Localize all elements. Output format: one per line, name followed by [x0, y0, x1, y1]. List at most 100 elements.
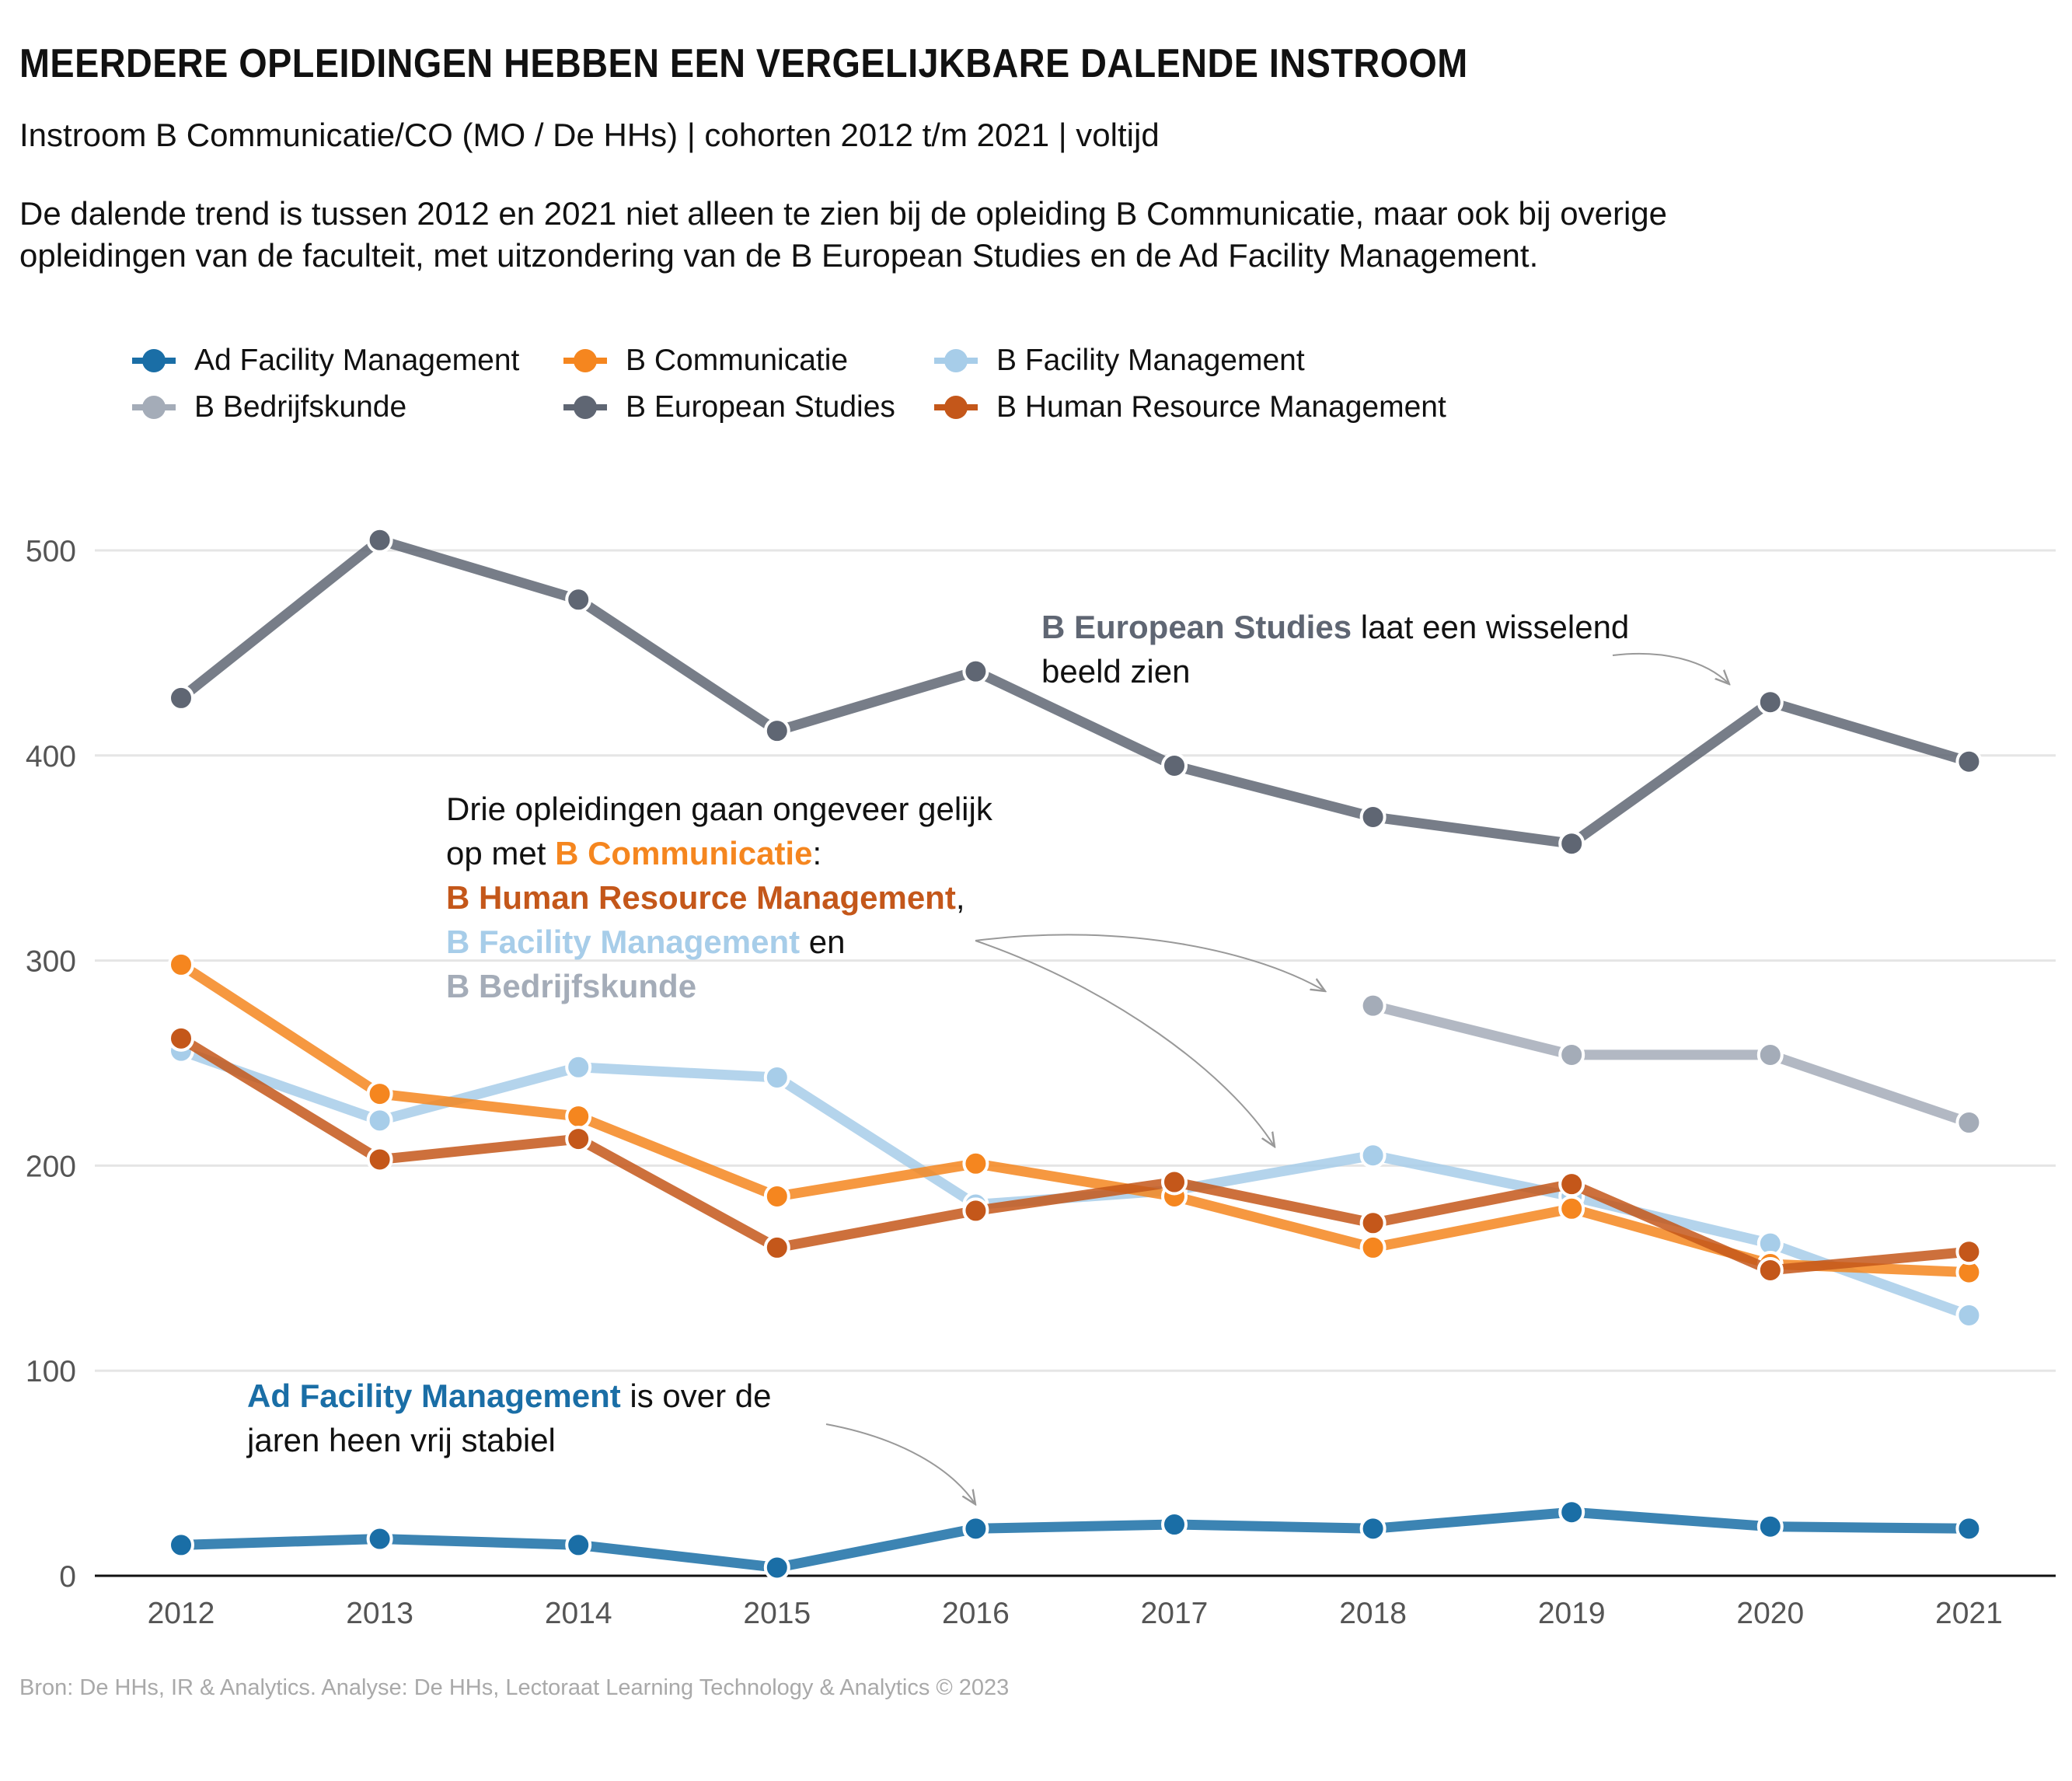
legend-item-b-communicatie[interactable]: B Communicatie [563, 344, 848, 378]
series [168, 526, 1983, 1581]
arrow-european-studies [1612, 652, 1729, 684]
y-tick-label: 500 [26, 535, 76, 568]
annotation-text: laat een wisselend [1352, 609, 1630, 645]
data-point[interactable] [565, 1053, 592, 1081]
data-point[interactable] [1161, 1511, 1188, 1538]
data-point[interactable] [168, 684, 194, 711]
data-point[interactable] [565, 1531, 592, 1559]
legend-label: B Human Resource Management [996, 390, 1446, 424]
data-point[interactable] [168, 1531, 194, 1559]
legend-item-ad-facility-management[interactable]: Ad Facility Management [132, 344, 519, 378]
data-point[interactable] [1955, 1109, 1983, 1137]
data-point[interactable] [1359, 1515, 1387, 1542]
data-point[interactable] [366, 1107, 393, 1134]
x-tick-label: 2015 [743, 1597, 811, 1630]
data-point[interactable] [1756, 1513, 1784, 1540]
annotation-text: jaren heen vrij stabiel [247, 1422, 556, 1458]
data-point[interactable] [1955, 1301, 1983, 1329]
legend-item-b-facility-management[interactable]: B Facility Management [934, 344, 1305, 378]
data-point[interactable] [962, 658, 989, 685]
data-point[interactable] [962, 1515, 989, 1542]
data-point[interactable] [1161, 1168, 1188, 1196]
series-line [176, 535, 1974, 849]
legend-label: B European Studies [626, 390, 895, 424]
data-point[interactable] [1558, 1499, 1585, 1526]
data-point[interactable] [1955, 748, 1983, 775]
data-point[interactable] [565, 586, 592, 613]
x-tick-label: 2019 [1538, 1597, 1606, 1630]
data-point[interactable] [168, 951, 194, 978]
annotation-european-studies: B European Studies laat een wisselend be… [1041, 605, 1629, 693]
chart-title: MEERDERE OPLEIDINGEN HEBBEN EEN VERGELIJ… [19, 41, 1468, 86]
legend-swatch [132, 349, 176, 372]
data-point[interactable] [565, 1126, 592, 1153]
data-point[interactable] [763, 718, 790, 745]
data-point[interactable] [763, 1234, 790, 1261]
x-tick-label: 2013 [346, 1597, 413, 1630]
data-point[interactable] [366, 1525, 393, 1552]
data-point[interactable] [1558, 1195, 1585, 1222]
annotation-bold: Ad Facility Management [247, 1378, 621, 1414]
legend-item-b-bedrijfskunde[interactable]: B Bedrijfskunde [132, 390, 406, 424]
series-b-communicatie [168, 951, 1983, 1286]
legend-swatch [934, 349, 978, 372]
arrow-to-facility-group [975, 940, 1275, 1147]
description-line-1: De dalende trend is tussen 2012 en 2021 … [19, 195, 1667, 232]
annotation-text: op met [446, 835, 556, 871]
series-line [176, 959, 1974, 1278]
legend-swatch [563, 396, 607, 419]
x-tick-label: 2021 [1935, 1597, 2003, 1630]
annotation-arrows [825, 652, 1729, 1504]
legend-label: B Communicatie [626, 344, 849, 377]
data-point[interactable] [763, 1063, 790, 1091]
data-point[interactable] [1359, 992, 1387, 1019]
annotation-text: Drie opleidingen gaan ongeveer gelijk [446, 791, 992, 827]
data-point[interactable] [366, 1081, 393, 1108]
data-point[interactable] [1756, 689, 1784, 716]
annotation-bold: B European Studies [1041, 609, 1352, 645]
data-point[interactable] [1955, 1238, 1983, 1266]
legend-item-b-european-studies[interactable]: B European Studies [563, 390, 895, 424]
legend-item-b-human-resource-management[interactable]: B Human Resource Management [934, 390, 1446, 424]
x-tick-label: 2017 [1141, 1597, 1209, 1630]
legend: Ad Facility Management B Communicatie B … [132, 344, 1531, 445]
data-point[interactable] [1558, 1171, 1585, 1198]
data-point[interactable] [1955, 1515, 1983, 1542]
chart-subtitle: Instroom B Communicatie/CO (MO / De HHs)… [19, 117, 1160, 153]
data-point[interactable] [962, 1197, 989, 1224]
data-point[interactable] [1359, 1210, 1387, 1237]
data-point[interactable] [366, 526, 393, 554]
x-tick-label: 2016 [942, 1597, 1010, 1630]
annotation-text: en [800, 924, 846, 960]
x-tick-label: 2020 [1736, 1597, 1804, 1630]
data-point[interactable] [763, 1554, 790, 1581]
data-point[interactable] [1756, 1256, 1784, 1283]
data-point[interactable] [1359, 803, 1387, 830]
annotation-drie-opleidingen: Drie opleidingen gaan ongeveer gelijk op… [446, 787, 992, 1008]
data-point[interactable] [763, 1182, 790, 1210]
series-line [176, 1507, 1974, 1573]
data-point[interactable] [1359, 1142, 1387, 1169]
data-point[interactable] [1558, 830, 1585, 857]
annotation-bold: B Facility Management [446, 924, 801, 960]
y-tick-label: 200 [26, 1150, 76, 1183]
annotation-ad-facility: Ad Facility Management is over de jaren … [247, 1374, 772, 1462]
series-line [176, 1033, 1974, 1276]
series-line [1368, 1001, 1974, 1128]
legend-label: B Facility Management [996, 344, 1305, 377]
annotation-text: , [955, 879, 965, 916]
axes: 0 100 200 300 400 500 2012 2013 2014 2015 2016 2017… [26, 535, 2056, 1630]
annotation-bold: B Communicatie [555, 835, 813, 871]
data-point[interactable] [1161, 752, 1188, 779]
data-point[interactable] [1756, 1041, 1784, 1068]
data-point[interactable] [168, 1025, 194, 1052]
data-point[interactable] [366, 1146, 393, 1173]
annotation-text: is over de [620, 1378, 772, 1414]
data-point[interactable] [565, 1103, 592, 1130]
data-point[interactable] [962, 1150, 989, 1177]
x-tick-label: 2012 [148, 1597, 215, 1630]
data-point[interactable] [1558, 1041, 1585, 1068]
data-point[interactable] [1359, 1234, 1387, 1261]
annotation-bold: B Human Resource Management [446, 879, 956, 916]
